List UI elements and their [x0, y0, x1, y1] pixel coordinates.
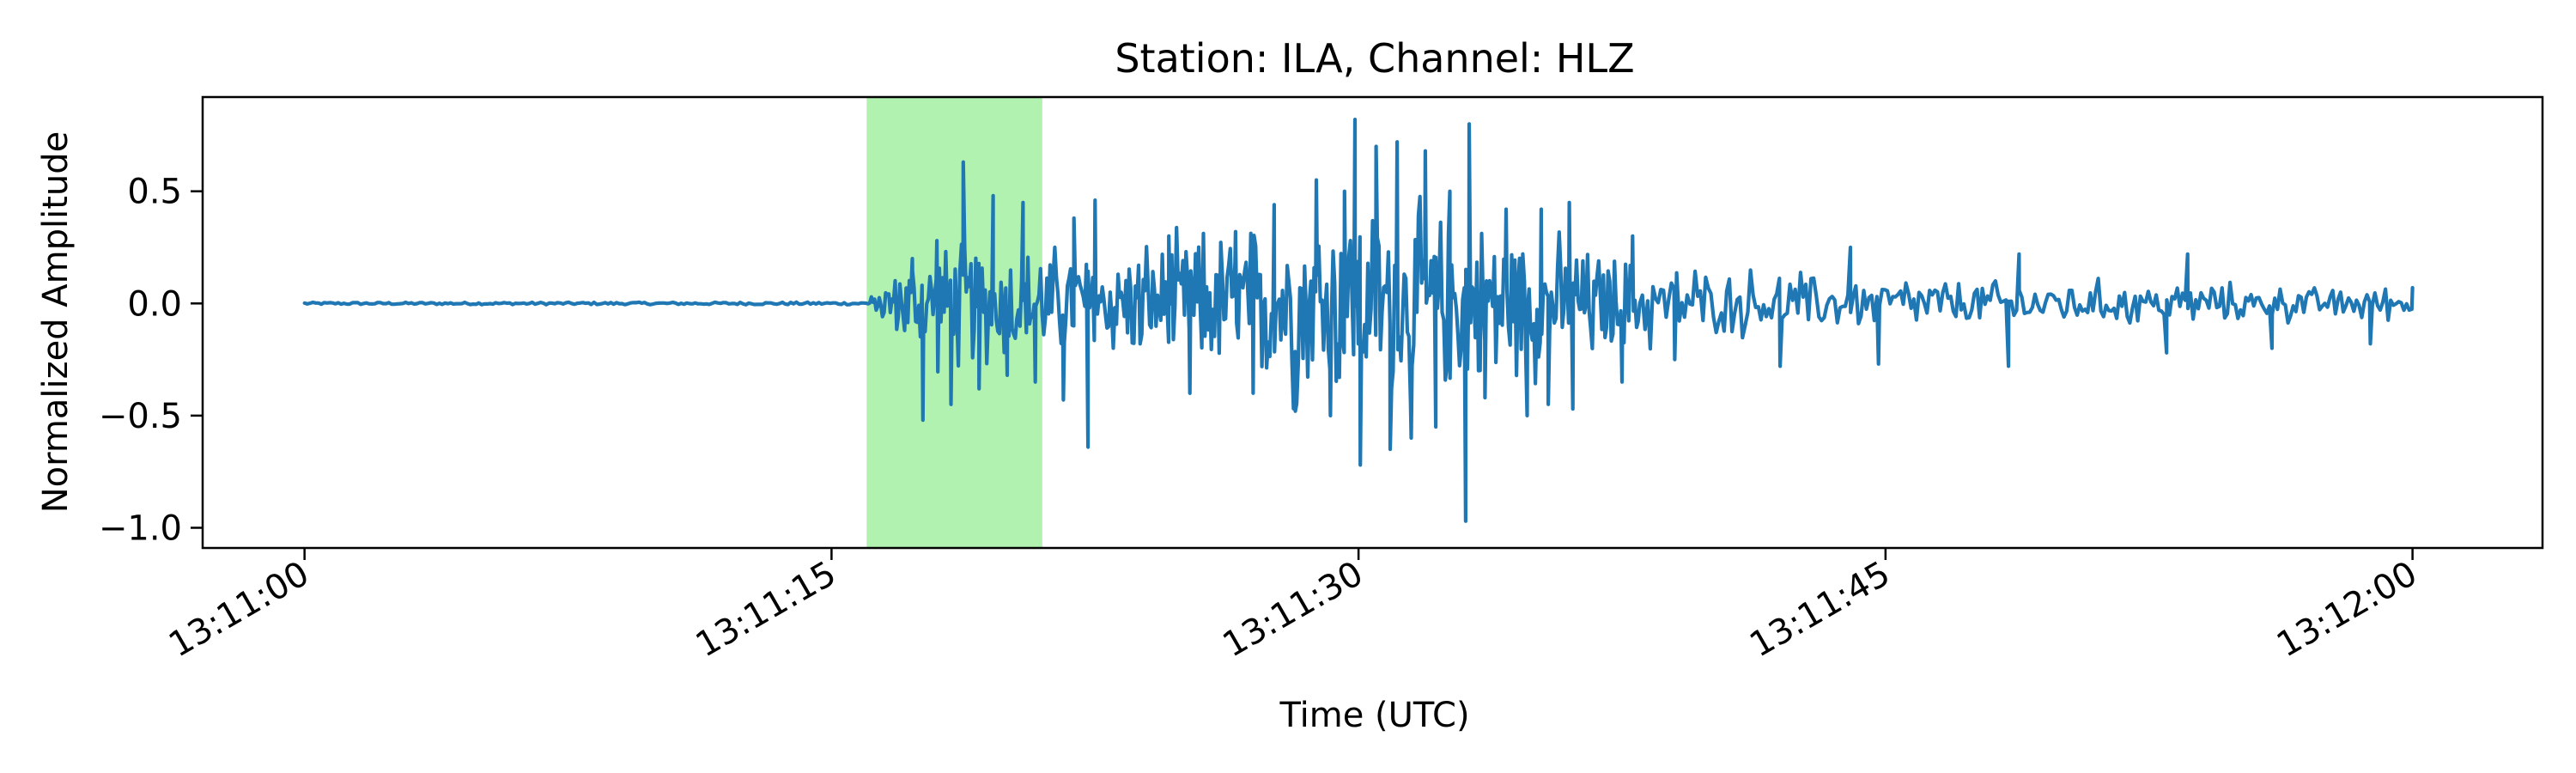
x-axis-label: Time (UTC): [1279, 696, 1469, 735]
plot-clip-group: [302, 118, 2415, 523]
chart-title: Station: ILA, Channel: HLZ: [1115, 35, 1634, 82]
y-axis-label: Normalized Amplitude: [36, 131, 76, 514]
y-tick-label: −0.5: [99, 397, 182, 436]
waveform-trace: [302, 118, 2415, 523]
plot-background: [203, 97, 2543, 548]
y-tick-label: 0.5: [127, 173, 182, 212]
y-tick-label: −1.0: [99, 508, 182, 548]
plot-frame: [201, 95, 2544, 550]
y-tick-label: 0.0: [127, 284, 182, 324]
